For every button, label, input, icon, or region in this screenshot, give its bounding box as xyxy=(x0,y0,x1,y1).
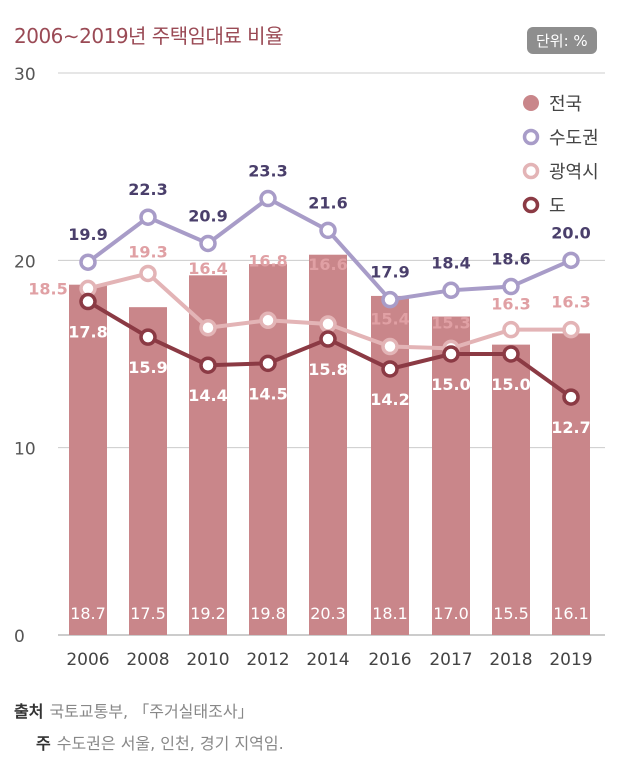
data-label-도: 15.9 xyxy=(128,358,167,377)
point-광역시-2008 xyxy=(139,264,157,283)
x-tick-label: 2006 xyxy=(66,650,109,670)
point-도-2008 xyxy=(139,328,157,346)
point-도-2006 xyxy=(79,292,97,311)
point-수도권-2014 xyxy=(319,221,337,240)
point-광역시-2019 xyxy=(562,320,580,339)
source-line: 출처 국토교통부, 「주거실태조사」 xyxy=(14,698,254,722)
data-label-도: 15.0 xyxy=(431,375,470,394)
point-도-2012 xyxy=(259,354,277,373)
data-label-도: 14.4 xyxy=(188,386,227,405)
point-광역시-2014 xyxy=(319,315,337,333)
point-도-2014 xyxy=(319,330,337,348)
point-광역시-2012 xyxy=(259,311,277,330)
point-도-2019 xyxy=(562,388,580,406)
data-label-광역시: 16.6 xyxy=(308,255,347,274)
data-label-수도권: 18.6 xyxy=(491,250,530,269)
bar-2008 xyxy=(129,307,167,635)
note-line: 주 수도권은 서울, 인천, 경기 지역임. xyxy=(36,730,284,754)
note-label: 주 xyxy=(36,734,51,753)
x-tick-label: 2008 xyxy=(126,650,169,670)
y-tick-label: 20 xyxy=(14,252,36,272)
point-수도권-2019 xyxy=(562,251,580,270)
bar-label: 17.0 xyxy=(433,604,469,623)
point-도-2010 xyxy=(199,356,217,374)
data-label-수도권: 19.9 xyxy=(68,225,107,244)
legend-label: 전국 xyxy=(549,94,582,115)
x-tick-label: 2012 xyxy=(246,650,289,670)
bar-label: 18.7 xyxy=(70,604,106,623)
legend-marker-전국 xyxy=(523,95,539,111)
point-도-2016 xyxy=(381,360,399,378)
point-광역시-2018 xyxy=(502,320,520,339)
data-label-광역시: 15.4 xyxy=(370,310,409,329)
point-수도권-2010 xyxy=(199,234,217,253)
data-label-광역시: 16.3 xyxy=(491,295,530,314)
data-label-광역시: 15.3 xyxy=(431,313,470,332)
note-text: 수도권은 서울, 인천, 경기 지역임. xyxy=(56,734,284,753)
x-tick-label: 2016 xyxy=(368,650,411,670)
point-수도권-2012 xyxy=(259,189,277,208)
y-tick-label: 0 xyxy=(14,627,25,647)
source-text: 국토교통부, 「주거실태조사」 xyxy=(49,702,254,721)
legend-label: 수도권 xyxy=(549,128,599,149)
legend-label: 도 xyxy=(549,196,566,217)
y-tick-label: 10 xyxy=(14,440,36,460)
data-label-광역시: 16.8 xyxy=(248,251,287,270)
legend-marker-도 xyxy=(522,196,540,214)
data-label-수도권: 22.3 xyxy=(128,180,167,199)
data-label-광역시: 16.3 xyxy=(551,293,590,312)
data-label-도: 14.2 xyxy=(370,390,409,409)
data-label-광역시: 19.3 xyxy=(128,242,167,261)
point-수도권-2017 xyxy=(442,281,460,300)
point-도-2017 xyxy=(442,345,460,363)
bar-label: 18.1 xyxy=(372,604,408,623)
data-label-도: 17.8 xyxy=(68,323,107,342)
data-label-수도권: 18.4 xyxy=(431,253,470,272)
data-label-수도권: 20.0 xyxy=(551,223,590,242)
bar-label: 17.5 xyxy=(130,604,166,623)
x-tick-label: 2010 xyxy=(186,650,229,670)
x-tick-label: 2017 xyxy=(429,650,472,670)
point-도-2018 xyxy=(502,345,520,363)
data-label-광역시: 16.4 xyxy=(188,259,227,278)
chart-svg: 0 10 20 30 2006 2008 2010 2012 2014 2016 2017 2018 2… xyxy=(14,65,605,670)
source-label: 출처 xyxy=(14,702,44,721)
point-수도권-2016 xyxy=(381,290,399,309)
data-label-도: 15.0 xyxy=(491,375,530,394)
data-label-도: 12.7 xyxy=(551,418,590,437)
bar-label: 15.5 xyxy=(493,604,529,623)
bar-label: 19.8 xyxy=(250,604,286,623)
data-label-수도권: 23.3 xyxy=(248,162,287,181)
data-label-도: 14.5 xyxy=(248,384,287,403)
bar-2019 xyxy=(552,333,590,635)
legend-label: 광역시 xyxy=(549,162,599,183)
bar-label: 16.1 xyxy=(553,604,589,623)
data-label-광역시: 18.5 xyxy=(28,279,67,298)
x-tick-label: 2018 xyxy=(489,650,532,670)
point-수도권-2018 xyxy=(502,277,520,296)
y-tick-label: 30 xyxy=(14,65,36,85)
bar-2017 xyxy=(432,316,470,635)
bar-2006 xyxy=(69,284,107,635)
point-수도권-2006 xyxy=(79,253,97,271)
x-tick-label: 2019 xyxy=(549,650,592,670)
x-tick-label: 2014 xyxy=(306,650,349,670)
point-수도권-2008 xyxy=(139,208,157,226)
chart-title: 2006∼2019년 주택임대료 비율 xyxy=(14,24,283,48)
unit-badge: 단위: % xyxy=(527,27,597,54)
legend-marker-수도권 xyxy=(522,128,540,146)
data-label-도: 15.8 xyxy=(308,360,347,379)
bar-2018 xyxy=(492,344,530,635)
point-광역시-2010 xyxy=(199,319,217,337)
bar-label: 20.3 xyxy=(310,604,346,623)
point-광역시-2016 xyxy=(381,337,399,356)
data-label-수도권: 20.9 xyxy=(188,206,227,225)
bar-label: 19.2 xyxy=(190,604,226,623)
legend-marker-광역시 xyxy=(522,162,540,180)
bar-2014 xyxy=(309,254,347,636)
data-label-수도권: 21.6 xyxy=(308,193,347,212)
data-label-수도권: 17.9 xyxy=(370,263,409,282)
